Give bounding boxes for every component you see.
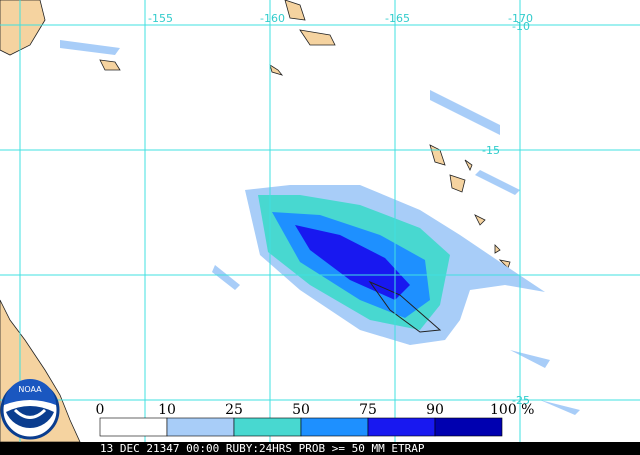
legend-swatch xyxy=(300,417,369,437)
legend-label: 75 xyxy=(359,402,377,418)
legend-swatch xyxy=(166,417,235,437)
legend-label: 0 xyxy=(96,402,105,418)
legend-label: 100 % xyxy=(490,402,534,418)
lon-label: -160 xyxy=(260,12,285,25)
lon-label: -155 xyxy=(148,12,173,25)
legend-label: 10 xyxy=(158,402,176,418)
legend-swatch xyxy=(367,417,436,437)
lat-label: -25 xyxy=(512,394,530,407)
legend-label: 50 xyxy=(292,402,310,418)
footer-bar xyxy=(0,442,640,455)
lat-label: -10 xyxy=(512,20,530,33)
footer-text: 13 DEC 21347 00:00 RUBY:24HRS PROB >= 50… xyxy=(100,442,425,455)
legend-swatch xyxy=(233,417,302,437)
lon-label: -165 xyxy=(385,12,410,25)
legend-swatch xyxy=(434,417,503,437)
legend-label: 90 xyxy=(426,402,444,418)
noaa-logo: NOAA xyxy=(0,379,60,440)
graticule xyxy=(0,0,640,442)
logo-text: NOAA xyxy=(18,385,42,394)
lat-label: -15 xyxy=(482,144,500,157)
legend: 0 10 25 50 75 90 100 % xyxy=(96,402,534,437)
legend-label: 25 xyxy=(225,402,243,418)
legend-swatch xyxy=(99,417,168,437)
lon-label: -170 xyxy=(508,12,533,25)
